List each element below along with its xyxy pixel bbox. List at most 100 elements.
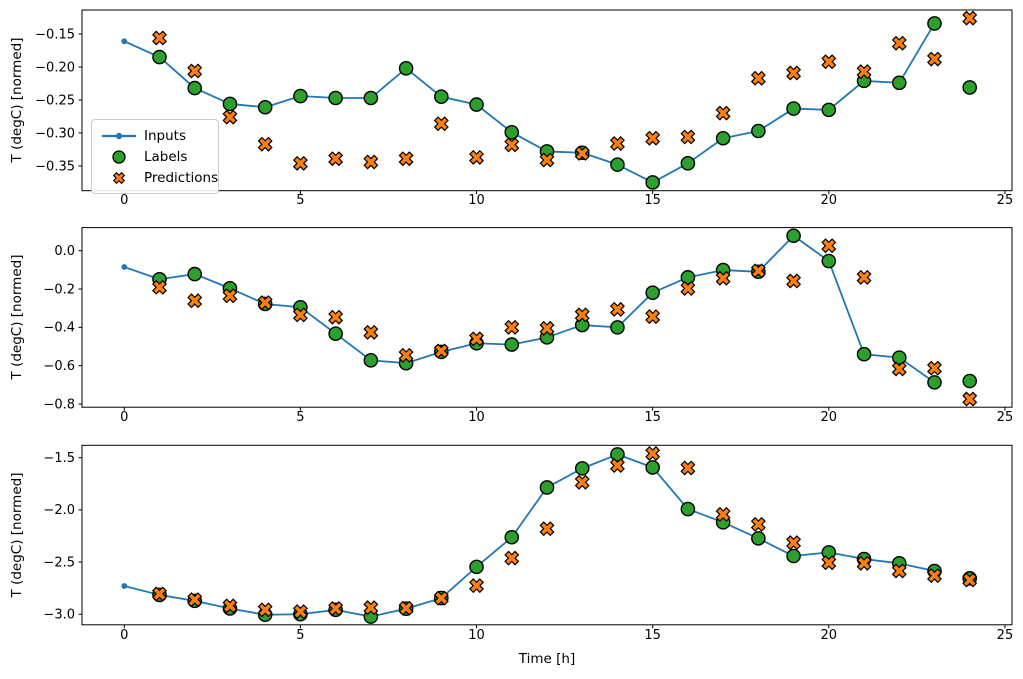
x-tick-label: 20 xyxy=(821,628,838,643)
prediction-marker xyxy=(574,474,590,490)
prediction-marker xyxy=(433,343,449,359)
label-marker xyxy=(610,447,625,462)
y-axis-label-top: T (degC) [normed] xyxy=(9,37,25,163)
prediction-marker xyxy=(504,319,520,335)
prediction-marker xyxy=(187,592,203,608)
prediction-marker xyxy=(363,600,379,616)
prediction-marker xyxy=(222,288,238,304)
x-tick-label: 10 xyxy=(468,193,485,208)
prediction-marker xyxy=(257,602,273,618)
x-tick-label: 20 xyxy=(821,193,838,208)
label-marker xyxy=(786,548,801,564)
prediction-marker xyxy=(504,137,520,153)
legend-item-inputs: Inputs xyxy=(100,125,210,146)
prediction-marker xyxy=(821,555,837,571)
prediction-marker xyxy=(856,64,872,80)
inputs-line xyxy=(124,453,935,618)
axes-border xyxy=(81,9,1013,192)
prediction-marker xyxy=(715,506,731,522)
prediction-marker xyxy=(433,590,449,606)
label-marker xyxy=(504,125,520,140)
label-marker xyxy=(152,49,167,65)
prediction-marker xyxy=(645,445,661,461)
prediction-marker xyxy=(680,129,696,145)
prediction-marker xyxy=(786,65,802,81)
prediction-marker xyxy=(891,563,907,579)
prediction-marker xyxy=(574,145,590,161)
prediction-marker xyxy=(891,361,907,377)
prediction-marker xyxy=(539,521,555,537)
y-tick-label: 0.0 xyxy=(54,244,75,259)
label-marker xyxy=(751,123,766,139)
label-marker xyxy=(610,157,625,172)
label-marker xyxy=(293,88,308,104)
predictions-marker-icon xyxy=(100,170,138,186)
prediction-marker xyxy=(962,391,978,407)
y-axis-label-bottom: T (degC) [normed] xyxy=(9,472,25,598)
prediction-marker xyxy=(539,320,555,336)
label-marker xyxy=(328,326,343,341)
prediction-marker xyxy=(187,63,203,79)
x-tick-label: 25 xyxy=(997,193,1014,208)
predictions-x-glyph xyxy=(112,171,126,184)
label-marker xyxy=(821,253,837,269)
y-tick-label: −0.15 xyxy=(35,27,75,42)
label-marker xyxy=(187,266,203,282)
prediction-marker xyxy=(680,280,696,296)
label-marker xyxy=(856,346,872,362)
y-tick-label: −2.0 xyxy=(43,503,75,518)
prediction-marker xyxy=(469,578,485,594)
prediction-marker xyxy=(856,269,872,285)
legend-item-predictions: Predictions xyxy=(100,167,218,188)
y-tick-label: −1.5 xyxy=(43,451,75,466)
label-marker xyxy=(962,80,978,95)
x-tick-label: 10 xyxy=(468,410,485,425)
label-marker xyxy=(574,461,590,476)
prediction-marker xyxy=(257,295,273,311)
x-tick-label: 0 xyxy=(120,410,128,425)
label-marker xyxy=(751,531,766,546)
legend-label-inputs: Inputs xyxy=(144,127,186,144)
prediction-marker xyxy=(504,550,520,566)
label-marker xyxy=(469,559,484,575)
y-tick-label: −0.4 xyxy=(43,321,75,336)
x-tick-label: 0 xyxy=(120,628,128,643)
prediction-marker xyxy=(927,360,942,376)
prediction-marker xyxy=(152,279,167,295)
subplot-2: 0 5 10 15 20 25 0.0 −0.2 −0.4 −0.6 −0.8 xyxy=(43,227,1014,425)
label-marker xyxy=(786,228,801,244)
label-marker xyxy=(786,101,801,116)
prediction-marker xyxy=(152,30,167,46)
label-marker xyxy=(962,373,978,389)
legend-item-labels: Labels xyxy=(100,146,210,167)
label-marker xyxy=(328,90,343,106)
prediction-marker xyxy=(222,109,238,125)
x-axis-label: Time [h] xyxy=(518,651,576,667)
prediction-marker xyxy=(891,35,907,51)
axes-border xyxy=(81,227,1013,408)
prediction-marker xyxy=(328,601,344,616)
y-tick-label: −0.20 xyxy=(35,60,75,75)
prediction-marker xyxy=(539,152,555,168)
label-marker xyxy=(891,75,907,91)
y-tick-label: −0.8 xyxy=(43,397,75,412)
prediction-marker xyxy=(786,273,802,289)
label-marker xyxy=(363,90,379,106)
y-tick-label: −0.35 xyxy=(35,159,75,174)
axes-border xyxy=(81,444,1013,626)
label-marker xyxy=(187,80,203,96)
prediction-marker xyxy=(328,309,344,325)
inputs-point-marker xyxy=(121,264,128,270)
label-marker xyxy=(222,96,238,112)
label-marker xyxy=(539,480,555,495)
prediction-marker xyxy=(469,331,485,347)
x-tick-label: 25 xyxy=(997,410,1014,425)
subplot-3: 0 5 10 15 20 25 −1.5 −2.0 −2.5 −3.0 xyxy=(43,444,1014,643)
y-axis-label-middle: T (degC) [normed] xyxy=(9,254,25,380)
subplot-1: 0 5 10 15 20 25 −0.15 −0.20 −0.25 −0.30 −0.35 xyxy=(35,9,1014,208)
x-tick-label: 25 xyxy=(997,628,1014,643)
x-tick-label: 5 xyxy=(296,193,304,208)
prediction-marker xyxy=(750,70,766,86)
label-marker xyxy=(680,501,696,517)
